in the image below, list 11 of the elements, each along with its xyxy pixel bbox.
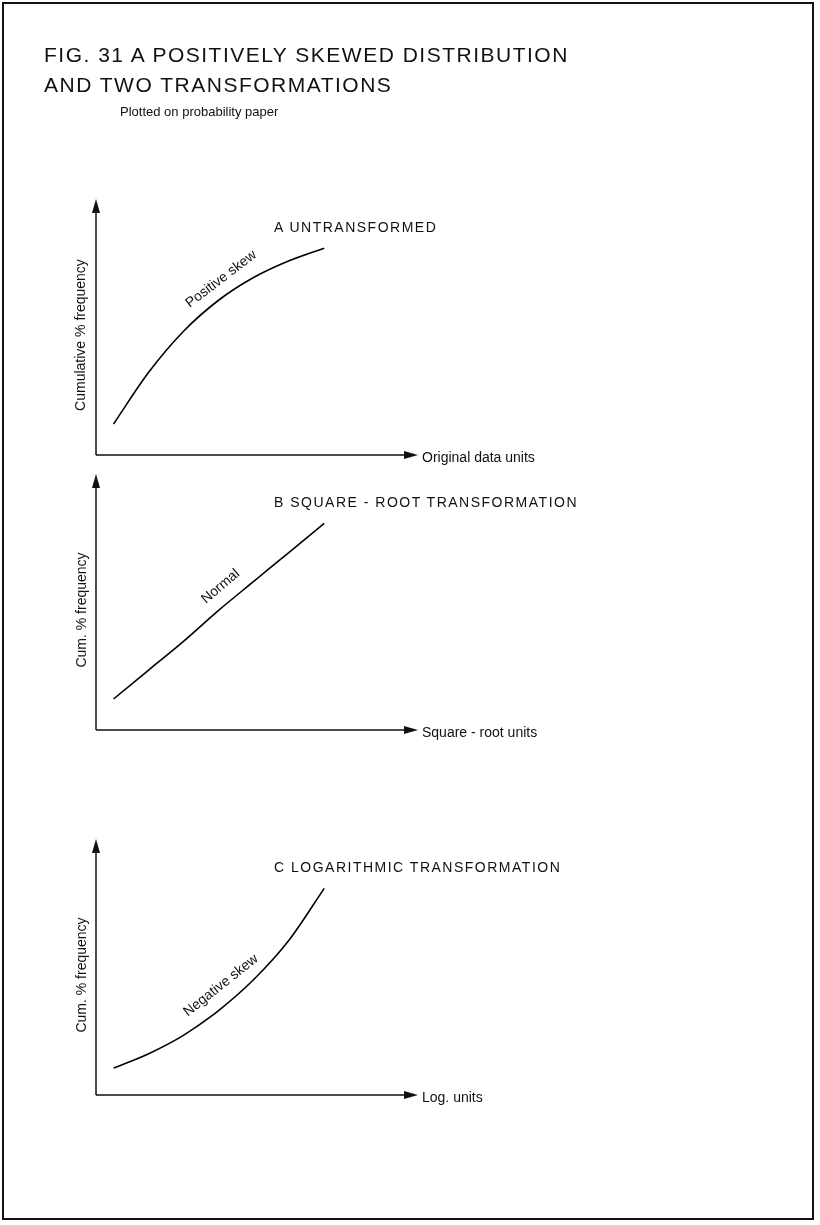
y-axis-title: Cumulative % frequency [71, 259, 88, 411]
chart-title: C LOGARITHMIC TRANSFORMATION [274, 859, 562, 875]
x-axis-title: Original data units [422, 449, 535, 465]
text: Plotted on probability paper [120, 104, 280, 119]
chart-title: A UNTRANSFORMED [274, 219, 438, 235]
y-axis-title: Cum. % frequency [72, 552, 89, 668]
x-axis-title: Square - root units [422, 724, 538, 740]
text: FIG. 31 A POSITIVELY SKEWED DISTRIBUTION AND TWO TRANSFORMATIONS [44, 42, 570, 98]
chart-title: B SQUARE - ROOT TRANSFORMATION [274, 494, 579, 510]
y-axis-title: Cum. % frequency [72, 917, 89, 1033]
x-axis-title: Log. units [422, 1089, 483, 1105]
